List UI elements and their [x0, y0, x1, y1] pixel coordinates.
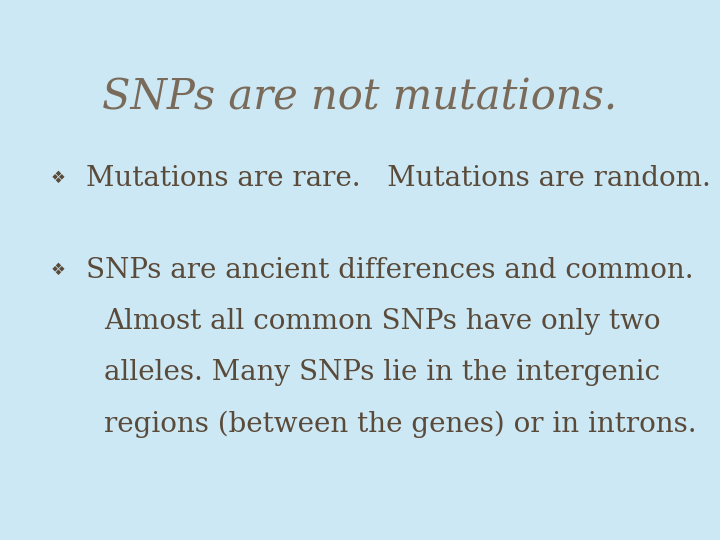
Text: regions (between the genes) or in introns.: regions (between the genes) or in intron…: [104, 410, 697, 437]
Text: Mutations are rare.   Mutations are random.: Mutations are rare. Mutations are random…: [86, 165, 711, 192]
Text: ❖: ❖: [50, 169, 65, 187]
Text: SNPs are ancient differences and common.: SNPs are ancient differences and common.: [86, 256, 694, 284]
Text: alleles. Many SNPs lie in the intergenic: alleles. Many SNPs lie in the intergenic: [104, 359, 660, 386]
Text: ❖: ❖: [50, 261, 65, 279]
Text: SNPs are not mutations.: SNPs are not mutations.: [102, 76, 618, 118]
Text: Almost all common SNPs have only two: Almost all common SNPs have only two: [104, 308, 661, 335]
